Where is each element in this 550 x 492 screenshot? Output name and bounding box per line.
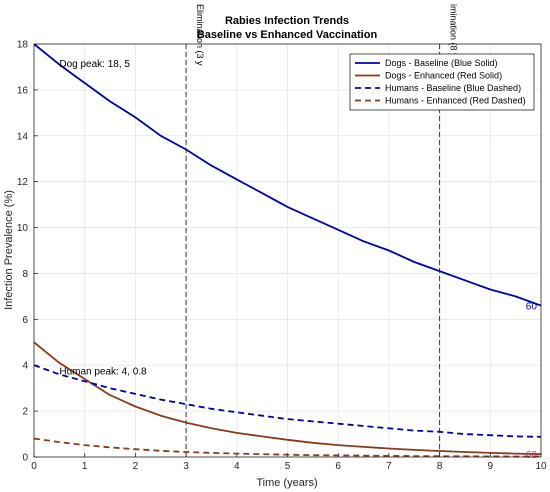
y-axis-label: Infection Prevalence (%) [3,190,15,310]
legend-entry: Humans - Baseline (Blue Dashed) [385,83,521,93]
y-tick-label: 2 [22,407,28,418]
x-tick-label: 8 [437,461,443,472]
x-tick-label: 10 [535,461,547,472]
end-value-label: 60 [526,450,538,461]
end-value-label: 60 [526,302,538,313]
x-tick-label: 1 [82,461,88,472]
legend-entry: Humans - Enhanced (Red Dashed) [385,96,526,106]
x-tick-label: 7 [386,461,392,472]
elimination-label: imination (8 y [449,4,459,58]
chart-title: Rabies Infection Trends [225,15,349,27]
legend-entry: Dogs - Baseline (Blue Solid) [385,58,498,68]
x-tick-label: 2 [133,461,139,472]
series-line-4 [33,437,541,458]
peak-annotation: Human peak: 4, 0.8 [59,366,147,377]
x-tick-label: 0 [31,461,37,472]
y-tick-label: 8 [22,269,28,280]
legend-box [349,53,535,111]
series-line-2 [33,341,542,456]
x-axis-label: Time (years) [256,477,317,489]
plot-frame [33,43,542,458]
elimination-lines: Elimination (3 y imination (8 y [185,4,459,457]
y-tick-label: 18 [17,40,29,51]
x-tick-label: 3 [183,461,189,472]
series-lines [33,43,542,458]
legend: Dogs - Baseline (Blue Solid) Dogs - Enhan… [349,53,535,111]
chart-subtitle: Baseline vs Enhanced Vaccination [197,29,378,41]
y-tick-label: 16 [17,85,29,96]
elimination-label: Elimination (3 y [195,4,205,66]
x-tick-label: 4 [234,461,240,472]
series-line-1 [33,43,542,307]
y-tick-label: 12 [17,177,29,188]
x-tick-label: 9 [488,461,494,472]
y-tick-label: 14 [17,131,29,142]
y-tick-label: 10 [17,223,29,234]
y-tick-label: 0 [22,453,28,464]
legend-entry: Dogs - Enhanced (Red Solid) [385,71,502,81]
y-tick-label: 6 [22,315,28,326]
peak-annotation: Dog peak: 18, 5 [59,59,130,70]
x-tick-label: 6 [335,461,341,472]
annotations: Dog peak: 18, 5 Human peak: 4, 0.8 60 60 [59,59,537,461]
y-tick-label: 4 [22,361,28,372]
x-tick-label: 5 [285,461,291,472]
